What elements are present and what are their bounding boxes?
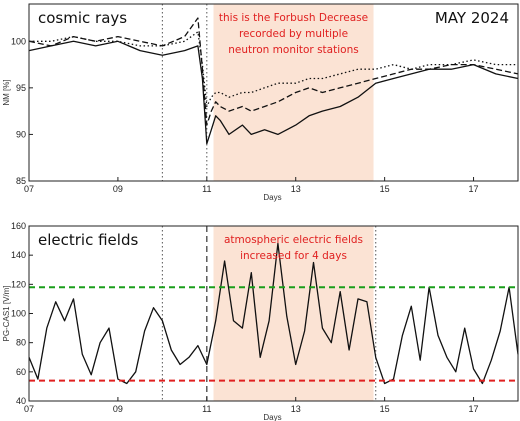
y-tick-label: 95 xyxy=(16,83,26,93)
x-tick-label: 07 xyxy=(24,184,34,194)
series-line-solid xyxy=(28,40,519,145)
y-tick-label: 100 xyxy=(11,36,26,46)
x-tick-label: 09 xyxy=(113,404,123,414)
panel-title: electric fields xyxy=(38,231,138,249)
month-label: MAY 2024 xyxy=(435,9,509,27)
annotation-line: this is the Forbush Decrease xyxy=(219,12,368,24)
electric-fields-panel: 07 09 11 13 15 17 40 60 80 100 120 140 160 Days PG-CAS… xyxy=(2,221,519,421)
annotation-line: increased for 4 days xyxy=(240,250,347,262)
y-tick-label: 160 xyxy=(11,221,26,231)
x-tick-label: 17 xyxy=(469,184,479,194)
x-tick-label: 15 xyxy=(380,184,390,194)
y-tick-label: 60 xyxy=(16,367,26,377)
x-axis-label: Days xyxy=(263,193,281,202)
highlight-band xyxy=(213,226,374,401)
x-axis-label: Days xyxy=(263,413,281,421)
annotation-line: neutron monitor stations xyxy=(228,44,358,56)
x-tick-label: 11 xyxy=(202,404,211,414)
series-line-solid xyxy=(28,242,519,385)
x-tick-label: 13 xyxy=(291,404,301,414)
y-tick-label: 40 xyxy=(16,396,26,406)
y-axis-label: NM [%] xyxy=(2,79,11,105)
y-tick-label: 85 xyxy=(16,176,26,186)
cosmic-rays-panel: 07 09 11 13 15 17 85 90 95 100 Days NM [%] cosmic ra… xyxy=(2,3,519,202)
y-tick-label: 140 xyxy=(11,250,26,260)
x-tick-label: 09 xyxy=(113,184,123,194)
series-line-dotted xyxy=(29,31,518,108)
x-tick-label: 15 xyxy=(380,404,390,414)
x-tick-label: 13 xyxy=(291,184,301,194)
y-axis-label: PG-CAS1 [V/m] xyxy=(2,285,11,341)
x-tick-label: 07 xyxy=(24,404,34,414)
panel-title: cosmic rays xyxy=(38,9,127,27)
x-tick-label: 11 xyxy=(202,184,211,194)
highlight-band xyxy=(213,4,374,181)
annotation-line: atmospheric electric fields xyxy=(224,234,363,246)
plot-frame xyxy=(28,3,519,182)
x-tick-label: 17 xyxy=(469,404,479,414)
annotation-line: recorded by multiple xyxy=(239,28,348,40)
y-tick-label: 120 xyxy=(11,279,26,289)
y-tick-label: 90 xyxy=(16,129,26,139)
y-tick-label: 100 xyxy=(11,309,26,319)
y-tick-label: 80 xyxy=(16,338,26,348)
series-line-dashed xyxy=(28,17,519,126)
